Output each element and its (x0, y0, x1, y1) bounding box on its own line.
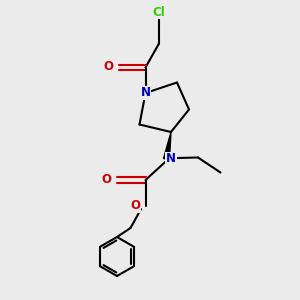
Text: O: O (103, 60, 113, 74)
Text: Cl: Cl (153, 5, 165, 19)
Text: N: N (166, 152, 176, 166)
Text: N: N (140, 86, 151, 100)
Polygon shape (164, 132, 171, 160)
Text: O: O (101, 173, 112, 186)
Text: O: O (130, 199, 140, 212)
